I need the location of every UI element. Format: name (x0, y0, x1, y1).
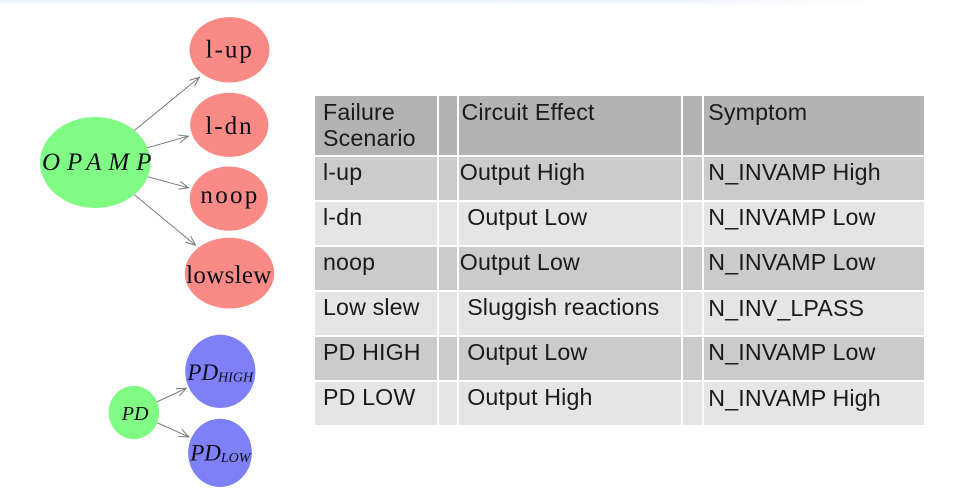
svg-text:l-up: l-up (206, 37, 254, 64)
svg-text:PD: PD (121, 403, 149, 425)
svg-text:OPAMP: OPAMP (42, 149, 158, 176)
svg-text:lowslew: lowslew (186, 262, 271, 289)
svg-text:noop: noop (200, 182, 259, 209)
svg-text:l-dn: l-dn (205, 113, 253, 140)
